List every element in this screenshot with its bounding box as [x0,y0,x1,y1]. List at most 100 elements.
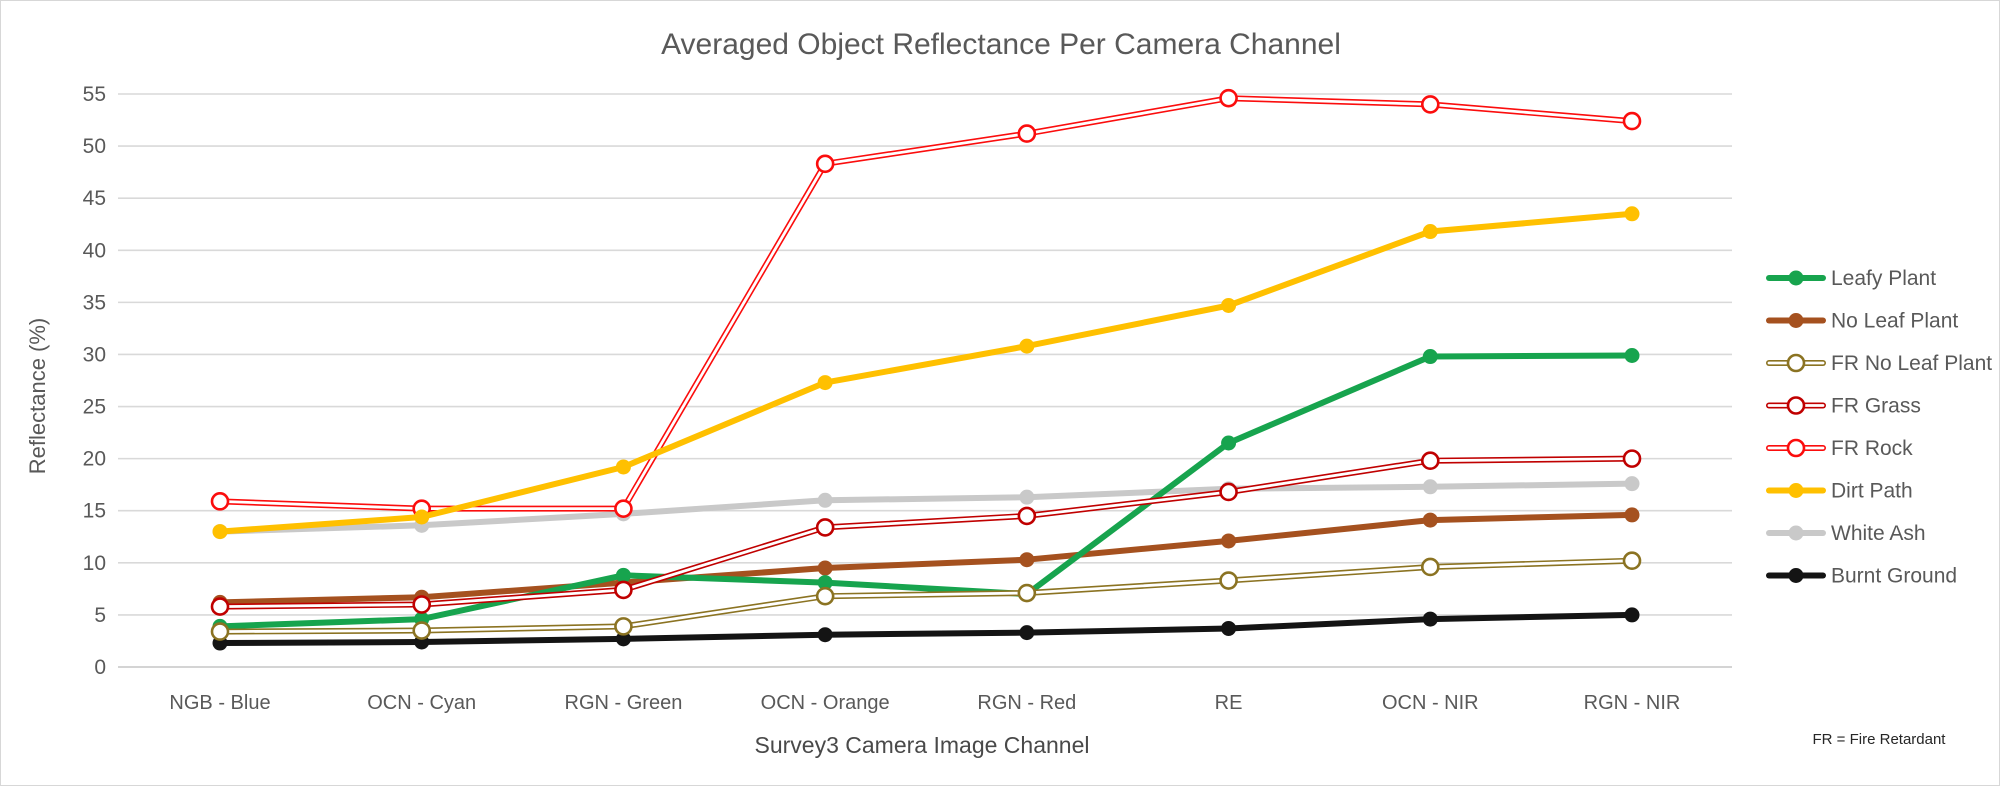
data-point-marker [1622,111,1642,131]
legend-label: Burnt Ground [1831,565,1957,588]
data-point-marker [615,459,631,475]
series-burnt-ground [212,607,1640,651]
legend-marker-icon [1788,270,1804,286]
series-line [217,480,1635,535]
x-axis-title: Survey3 Camera Image Channel [755,732,1090,758]
fr-note: FR = Fire Retardant [1813,731,1947,748]
legend-item-leafy-plant: Leafy Plant [1766,267,1936,290]
data-point-marker [614,617,633,636]
data-point-marker [1422,349,1438,365]
y-tick-0: 0 [94,656,106,679]
data-point-marker [817,575,833,591]
data-point-marker [614,580,633,600]
legend-item-fr-no-leaf-plant: FR No Leaf Plant [1766,352,1992,375]
data-point-marker [1420,557,1440,577]
y-tick-25: 25 [83,396,106,419]
x-category-ocn-cyan: OCN - Cyan [367,692,476,714]
data-point-marker [1221,435,1237,451]
y-axis-tick-labels: 0 5 10 15 20 25 30 35 40 45 50 55 [83,83,106,679]
series-fr-no-leaf-plant [210,551,1642,641]
data-point-marker [1622,551,1642,571]
x-category-rgn-red: RGN - Red [977,692,1076,714]
series-line [217,210,1635,535]
legend-label: No Leaf Plant [1831,310,1958,333]
data-point-marker [815,518,835,537]
data-point-marker [212,524,228,540]
legend-item-burnt-ground: Burnt Ground [1766,565,1957,588]
data-point-marker [815,154,835,174]
data-point-marker [1019,552,1035,568]
x-category-ngb-blue: NGB - Blue [169,692,270,714]
data-point-marker [210,597,230,616]
series-line [217,95,1635,512]
x-category-ocn-nir: OCN - NIR [1382,692,1479,714]
legend-label: White Ash [1831,522,1926,545]
series-dirt-path [212,206,1640,540]
data-point-marker [1624,476,1640,492]
data-point-marker [817,560,833,576]
series-fr-grass [210,449,1642,616]
legend-marker-icon [1788,525,1804,541]
y-axis-title: Reflectance (%) [25,318,50,475]
y-tick-50: 50 [83,135,106,158]
legend-label: FR Rock [1831,437,1913,460]
data-point-marker [1624,607,1640,623]
legend-item-fr-rock: FR Rock [1766,437,1913,460]
data-point-marker [817,627,833,643]
data-point-marker [1420,95,1440,114]
data-point-marker [1422,512,1438,528]
data-point-marker [1221,533,1237,549]
data-point-marker [1221,297,1237,313]
data-point-marker [1017,506,1037,526]
data-point-marker [412,595,432,614]
series-line-inner [218,457,1634,608]
series-line-inner [218,96,1634,510]
data-point-marker [1622,449,1642,468]
x-category-rgn-nir: RGN - NIR [1584,692,1681,714]
y-tick-5: 5 [94,604,106,627]
legend-marker-icon [1786,396,1806,415]
x-category-rgn-green: RGN - Green [565,692,683,714]
data-point-marker [1019,625,1035,641]
data-point-marker [1422,479,1438,495]
legend-label: FR No Leaf Plant [1831,352,1992,375]
data-point-marker [817,492,833,508]
data-point-marker [1624,347,1640,363]
legend-marker-icon [1788,568,1804,583]
data-point-marker [817,375,833,391]
data-point-marker [1624,507,1640,523]
data-point-marker [210,622,230,641]
legend-marker-icon [1788,483,1804,498]
data-point-marker [1019,338,1035,354]
x-category-re: RE [1215,692,1243,714]
legend: Leafy Plant No Leaf Plant FR No Leaf Plant… [1766,267,1992,588]
data-point-marker [210,492,230,511]
y-tick-35: 35 [83,291,106,314]
series-line [217,352,1635,630]
data-point-marker [1019,489,1035,505]
data-point-marker [615,567,631,583]
data-point-marker [1219,482,1238,502]
legend-item-no-leaf-plant: No Leaf Plant [1766,310,1958,333]
data-point-marker [1624,206,1640,222]
y-tick-40: 40 [83,239,106,262]
gridlines [118,93,1732,668]
series-line [217,611,1635,646]
data-point-marker [412,621,432,640]
data-point-marker [615,631,631,647]
data-point-marker [1221,620,1237,636]
legend-label: FR Grass [1831,395,1921,418]
x-axis-category-labels: NGB - Blue OCN - Cyan RGN - Green OCN - Ora… [169,692,1680,714]
series-line-inner [218,559,1634,633]
legend-marker-icon [1786,438,1806,458]
y-tick-55: 55 [83,83,106,106]
data-point-marker [1017,583,1037,603]
y-tick-10: 10 [83,552,106,575]
data-point-marker [1017,124,1037,143]
legend-label: Dirt Path [1831,480,1913,503]
plot-series [210,88,1642,651]
legend-item-fr-grass: FR Grass [1766,395,1921,418]
legend-marker-icon [1786,353,1806,373]
